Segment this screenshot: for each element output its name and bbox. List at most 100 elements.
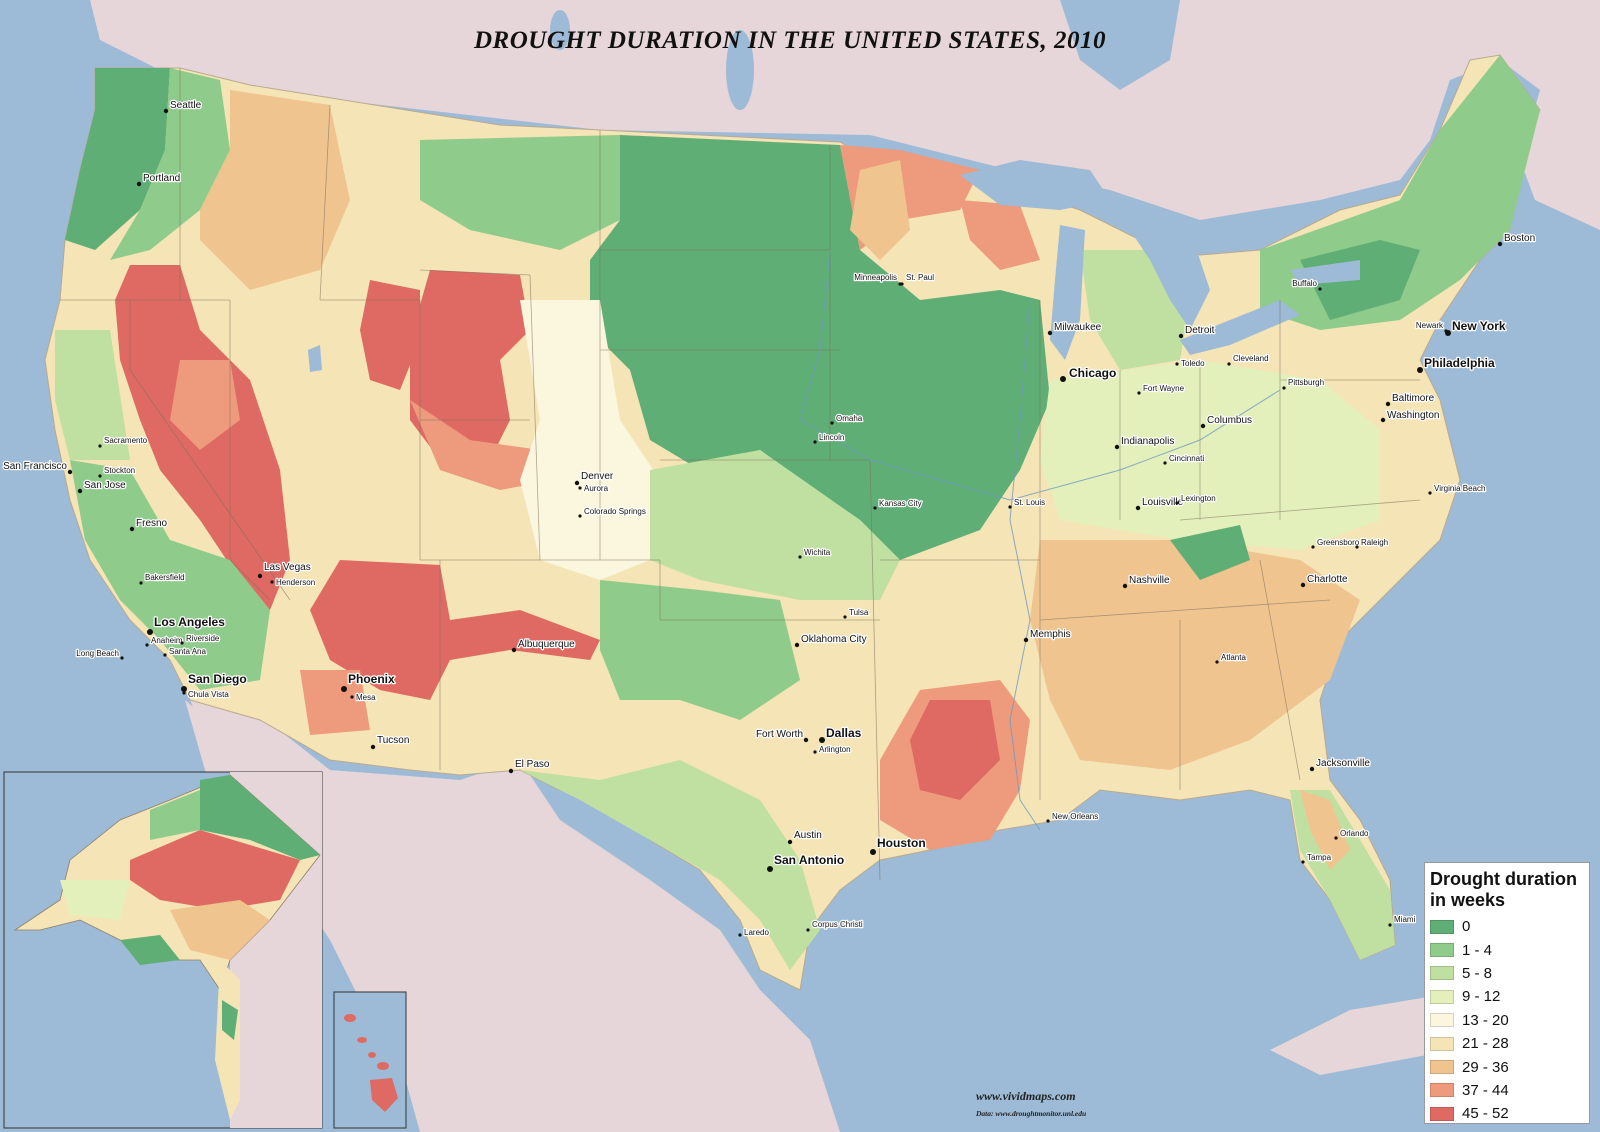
legend-item: 0 bbox=[1430, 915, 1584, 938]
region-idaho-red bbox=[360, 280, 420, 390]
city-label: Washington bbox=[1387, 410, 1439, 421]
city-marker bbox=[900, 282, 904, 286]
city-marker bbox=[1137, 391, 1141, 395]
map-title: DROUGHT DURATION IN THE UNITED STATES, 2… bbox=[473, 27, 1106, 54]
city-label: New York bbox=[1452, 319, 1506, 333]
legend-item: 37 - 44 bbox=[1430, 1079, 1584, 1102]
region-arkansas-red bbox=[910, 700, 1000, 800]
city-marker bbox=[147, 629, 153, 635]
legend-item: 9 - 12 bbox=[1430, 985, 1584, 1008]
city-label: Tampa bbox=[1307, 853, 1332, 862]
city-label: Corpus Christi bbox=[812, 920, 863, 929]
region-california-green bbox=[70, 460, 270, 690]
city-marker bbox=[181, 686, 187, 692]
legend-swatch bbox=[1430, 1083, 1454, 1098]
city-marker bbox=[1122, 583, 1128, 589]
city-label: Atlanta bbox=[1221, 653, 1246, 662]
city-label: St. Louis bbox=[1014, 498, 1045, 507]
legend-label: 0 bbox=[1462, 918, 1471, 936]
lake-erie bbox=[1180, 300, 1300, 355]
city-marker bbox=[1301, 860, 1305, 864]
city-label: Dallas bbox=[826, 726, 862, 740]
city-marker bbox=[120, 656, 124, 660]
city-marker bbox=[1023, 637, 1029, 643]
city-marker bbox=[1282, 386, 1286, 390]
region-wisconsin-tan bbox=[850, 160, 910, 260]
legend-item: 13 - 20 bbox=[1430, 1009, 1584, 1032]
city-label: Cleveland bbox=[1233, 354, 1269, 363]
city-label: Kansas City bbox=[879, 499, 922, 508]
great-salt-lake bbox=[308, 345, 322, 372]
city-marker bbox=[787, 839, 793, 845]
lake-superior bbox=[960, 160, 1110, 210]
city-label: Miami bbox=[1394, 915, 1416, 924]
lake-michigan bbox=[1050, 225, 1085, 360]
city-marker bbox=[1060, 376, 1066, 382]
legend-label: 13 - 20 bbox=[1462, 1011, 1509, 1029]
region-idaho-tan bbox=[200, 90, 350, 290]
city-label: Newark bbox=[1416, 321, 1444, 330]
city-label: Fort Worth bbox=[756, 729, 803, 740]
city-label: Mesa bbox=[356, 693, 376, 702]
city-label: San Antonio bbox=[774, 853, 844, 867]
legend-item: 29 - 36 bbox=[1430, 1055, 1584, 1078]
city-marker bbox=[578, 486, 582, 490]
legend-swatch bbox=[1430, 1060, 1454, 1075]
legend-title-line2: in weeks bbox=[1430, 890, 1506, 910]
region-southeast-tan bbox=[1030, 540, 1360, 770]
city-marker bbox=[98, 474, 102, 478]
city-marker bbox=[1175, 362, 1179, 366]
city-label: Wichita bbox=[804, 548, 831, 557]
hudson-water bbox=[1060, 0, 1180, 90]
city-label: Pittsburgh bbox=[1288, 378, 1324, 387]
region-pnw-lightgreen bbox=[110, 68, 230, 260]
city-marker bbox=[98, 444, 102, 448]
city-marker bbox=[1008, 505, 1012, 509]
region-kentucky-green bbox=[1170, 525, 1250, 580]
city-label: Memphis bbox=[1030, 629, 1071, 640]
city-label: San Francisco bbox=[3, 461, 67, 472]
legend-swatch bbox=[1430, 966, 1454, 981]
city-marker bbox=[1311, 545, 1315, 549]
city-marker bbox=[819, 737, 825, 743]
city-label: Chicago bbox=[1069, 366, 1116, 380]
credit-source: Data: www.droughtmonitor.unl.edu bbox=[975, 1109, 1086, 1118]
legend-label: 29 - 36 bbox=[1462, 1058, 1509, 1076]
city-label: Albuquerque bbox=[518, 639, 575, 650]
city-marker bbox=[813, 440, 817, 444]
city-marker bbox=[511, 647, 517, 653]
city-label: Toledo bbox=[1181, 359, 1205, 368]
city-marker bbox=[1175, 501, 1179, 505]
city-marker bbox=[182, 691, 186, 695]
city-label: Minneapolis bbox=[854, 273, 897, 282]
lake-winnipeg bbox=[726, 30, 754, 110]
city-label: Colorado Springs bbox=[584, 507, 646, 516]
legend-label: 5 - 8 bbox=[1462, 964, 1493, 982]
city-label: Louisville bbox=[1142, 497, 1184, 508]
city-label: Virginia Beach bbox=[1434, 484, 1485, 493]
hawaii-inset bbox=[333, 991, 407, 1129]
city-marker bbox=[350, 695, 354, 699]
city-label: Fresno bbox=[136, 518, 168, 529]
legend-item: 45 - 52 bbox=[1430, 1102, 1584, 1125]
city-marker bbox=[1178, 333, 1184, 339]
city-marker bbox=[1046, 819, 1050, 823]
legend-label: 21 - 28 bbox=[1462, 1035, 1509, 1053]
legend-item: 5 - 8 bbox=[1430, 962, 1584, 985]
city-label: Baltimore bbox=[1392, 393, 1435, 404]
city-label: Arlington bbox=[819, 745, 851, 754]
city-label: Greensboro bbox=[1317, 538, 1360, 547]
city-label: Santa Ana bbox=[169, 647, 206, 656]
region-texas-panhandle-green bbox=[600, 580, 800, 720]
city-label: Charlotte bbox=[1307, 574, 1348, 585]
region-california-coast bbox=[55, 330, 130, 460]
lake-canada-2 bbox=[550, 10, 570, 50]
city-marker bbox=[1215, 660, 1219, 664]
city-label: Stockton bbox=[104, 466, 135, 475]
city-marker bbox=[145, 643, 149, 647]
legend-label: 45 - 52 bbox=[1462, 1105, 1509, 1123]
region-wyoming-pink bbox=[410, 400, 555, 490]
city-label: Long Beach bbox=[76, 649, 119, 658]
legend-swatch bbox=[1430, 943, 1454, 958]
